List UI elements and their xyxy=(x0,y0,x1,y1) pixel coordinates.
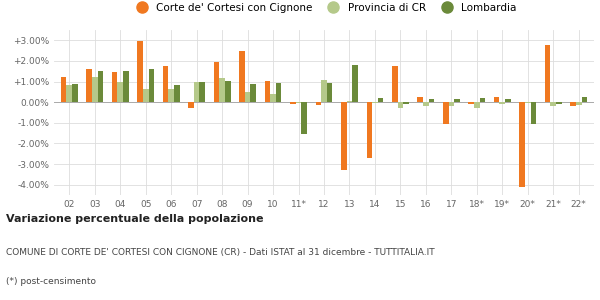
Bar xyxy=(67,85,72,102)
Bar xyxy=(398,102,403,108)
Bar xyxy=(86,69,92,102)
Bar xyxy=(530,102,536,124)
Bar xyxy=(392,66,398,102)
Bar xyxy=(321,80,327,102)
Bar xyxy=(137,41,143,102)
Bar xyxy=(149,69,154,102)
Bar xyxy=(367,102,372,158)
Text: (*) post-censimento: (*) post-censimento xyxy=(6,278,96,286)
Bar xyxy=(220,79,225,102)
Bar xyxy=(347,101,352,102)
Bar xyxy=(341,102,347,170)
Bar xyxy=(270,94,276,102)
Bar xyxy=(98,71,103,102)
Bar xyxy=(163,66,169,102)
Bar xyxy=(174,85,179,102)
Bar xyxy=(143,89,149,102)
Bar xyxy=(112,72,118,102)
Bar xyxy=(520,102,525,187)
Bar xyxy=(265,80,270,102)
Bar xyxy=(214,62,220,102)
Text: COMUNE DI CORTE DE' CORTESI CON CIGNONE (CR) - Dati ISTAT al 31 dicembre - TUTTI: COMUNE DI CORTE DE' CORTESI CON CIGNONE … xyxy=(6,248,434,256)
Bar xyxy=(327,82,332,102)
Bar xyxy=(505,99,511,102)
Bar xyxy=(92,77,98,102)
Bar xyxy=(469,102,474,104)
Bar xyxy=(194,82,199,102)
Bar xyxy=(581,97,587,102)
Bar xyxy=(378,98,383,102)
Bar xyxy=(239,51,245,102)
Bar xyxy=(525,102,530,103)
Bar xyxy=(571,102,576,106)
Bar xyxy=(123,71,128,102)
Bar xyxy=(118,82,123,102)
Bar xyxy=(418,97,423,102)
Bar xyxy=(352,65,358,102)
Bar xyxy=(199,82,205,102)
Bar xyxy=(301,102,307,134)
Bar xyxy=(296,102,301,103)
Bar xyxy=(556,102,562,104)
Bar xyxy=(545,46,550,102)
Bar xyxy=(576,102,581,105)
Bar xyxy=(454,99,460,102)
Bar xyxy=(290,102,296,104)
Bar xyxy=(72,84,77,102)
Bar xyxy=(245,92,250,102)
Bar xyxy=(550,102,556,106)
Bar xyxy=(423,102,428,106)
Bar xyxy=(474,102,479,108)
Bar xyxy=(250,84,256,102)
Text: Variazione percentuale della popolazione: Variazione percentuale della popolazione xyxy=(6,214,263,224)
Bar xyxy=(479,98,485,102)
Bar xyxy=(443,102,449,124)
Bar xyxy=(61,77,67,102)
Bar xyxy=(188,102,194,108)
Bar xyxy=(372,102,378,103)
Bar xyxy=(316,102,321,105)
Bar xyxy=(449,102,454,106)
Bar xyxy=(499,102,505,104)
Bar xyxy=(494,97,499,102)
Bar xyxy=(169,89,174,102)
Bar xyxy=(225,80,230,102)
Bar xyxy=(276,82,281,102)
Bar xyxy=(403,102,409,104)
Legend: Corte de' Cortesi con Cignone, Provincia di CR, Lombardia: Corte de' Cortesi con Cignone, Provincia… xyxy=(127,0,521,17)
Bar xyxy=(428,99,434,102)
